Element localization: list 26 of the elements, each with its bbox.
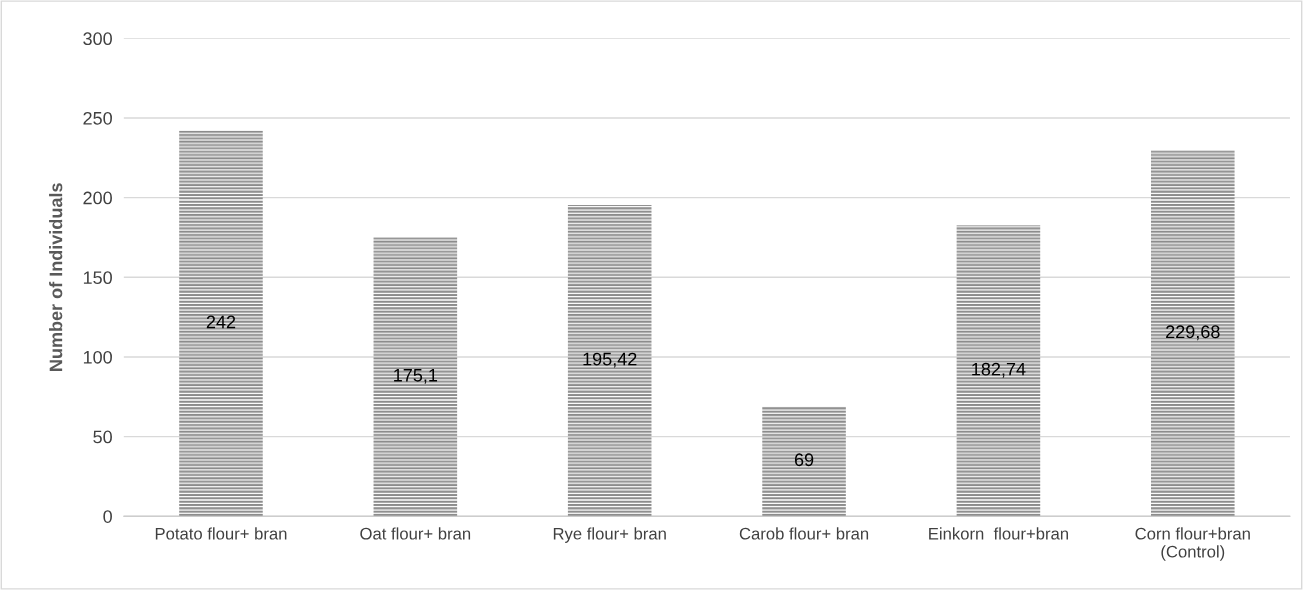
- data-label: 69: [794, 453, 814, 467]
- bar: [1151, 150, 1235, 517]
- y-tick-label: 200: [83, 191, 112, 205]
- y-tick-label: 0: [103, 510, 112, 523]
- bar: [567, 204, 652, 517]
- x-tick-label: Potato flour+ bran: [155, 527, 287, 540]
- y-tick-label: 50: [93, 430, 112, 444]
- x-tick-label: Rye flour+ bran: [553, 527, 666, 543]
- bar: [956, 225, 1041, 517]
- y-tick-label: 250: [83, 111, 112, 125]
- data-label: 229,68: [1166, 325, 1220, 341]
- x-tick-label: Oat flour+ bran: [360, 527, 471, 540]
- y-tick-label: 300: [83, 32, 112, 46]
- y-tick-label: 100: [83, 350, 112, 364]
- x-tick-label: Carob flour+ bran: [739, 527, 869, 540]
- y-axis-title: Number of Individuals: [49, 183, 63, 371]
- x-tick-label: Corn flour+bran (Control): [1135, 527, 1250, 561]
- y-tick-label: 150: [83, 271, 112, 285]
- bar: [373, 237, 458, 517]
- x-tick-label: Einkorn flour+bran: [929, 527, 1068, 540]
- data-label: 242: [206, 315, 236, 329]
- data-label: 182,74: [972, 362, 1026, 378]
- bar: [179, 130, 263, 517]
- data-label: 175,1: [394, 369, 438, 384]
- data-label: 195,42: [583, 352, 637, 368]
- bar: [762, 406, 846, 517]
